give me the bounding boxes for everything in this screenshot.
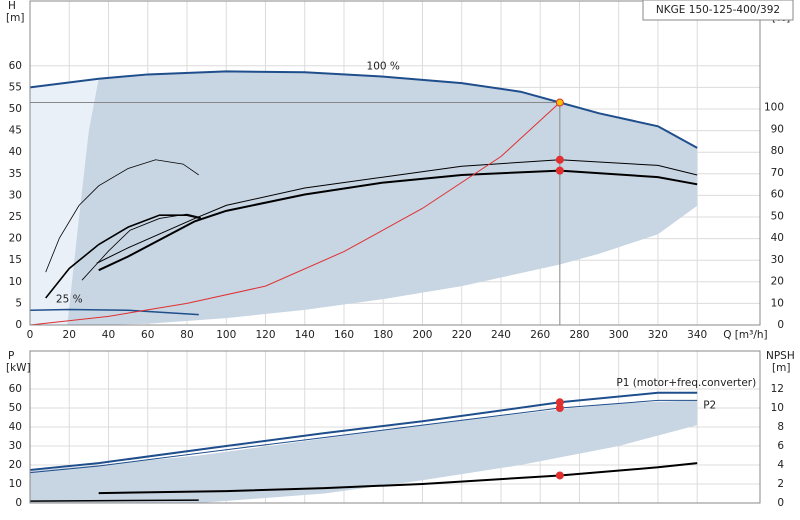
y-tick-label: 60 — [9, 60, 22, 72]
curve-label: 25 % — [56, 293, 83, 305]
y-tick-label: 20 — [9, 459, 22, 471]
y2-tick-label: 10 — [771, 297, 784, 309]
x-tick-label: 320 — [648, 329, 668, 341]
y2-tick-label: 4 — [777, 459, 784, 471]
y-tick-label: 40 — [9, 421, 22, 433]
curve-label: 100 % — [367, 61, 400, 73]
y-tick-label: 55 — [9, 81, 22, 93]
y2-tick-label: 12 — [771, 383, 784, 395]
title-box — [642, 0, 794, 21]
plot-frame — [29, 0, 761, 326]
y-tick-label: 35 — [9, 168, 22, 180]
x-tick-label: 340 — [687, 329, 707, 341]
curve — [98, 169, 698, 272]
y-tick-label: 50 — [9, 103, 22, 115]
y-tick-label: 15 — [9, 254, 22, 266]
y2-tick-label: 0 — [777, 319, 784, 331]
y-tick-label: 30 — [9, 440, 22, 452]
y-tick-label: 50 — [9, 402, 22, 414]
x-tick-label: 80 — [180, 329, 193, 341]
x-tick-label: 240 — [491, 329, 511, 341]
curve — [96, 159, 698, 264]
y2-tick-label: 2 — [777, 478, 784, 490]
curve — [29, 499, 199, 502]
y2-axis-label: NPSH — [766, 350, 795, 362]
curve — [29, 391, 698, 471]
y-tick-label: 10 — [9, 478, 22, 490]
y2-tick-label: 20 — [771, 276, 784, 288]
x-tick-label: 100 — [216, 329, 236, 341]
x-tick-label: 220 — [452, 329, 472, 341]
operating-point — [555, 98, 564, 107]
curve-label: P2 — [703, 399, 716, 411]
curve — [29, 399, 698, 474]
curve — [45, 214, 201, 299]
x-tick-label: 280 — [569, 329, 589, 341]
x-tick-label: 120 — [255, 329, 275, 341]
operating-point — [555, 166, 564, 175]
y-axis-unit: [kW] — [6, 362, 31, 374]
x-tick-label: 0 — [27, 329, 34, 341]
envelope-area — [67, 71, 698, 325]
y-tick-label: 20 — [9, 233, 22, 245]
y-tick-label: 25 — [9, 211, 22, 223]
x-axis-label: Q [m³/h] — [723, 329, 767, 341]
y-tick-label: 0 — [15, 497, 22, 509]
y2-tick-label: 10 — [771, 402, 784, 414]
operating-point — [555, 471, 564, 480]
y2-tick-label: 6 — [777, 440, 784, 452]
x-tick-label: 160 — [334, 329, 354, 341]
operating-point — [555, 155, 564, 164]
y-tick-label: 60 — [9, 383, 22, 395]
curve — [29, 308, 199, 316]
y2-tick-label: 90 — [771, 123, 784, 135]
y2-tick-label: 60 — [771, 189, 784, 201]
y-axis-unit: [m] — [6, 12, 24, 24]
y2-tick-label: 40 — [771, 232, 784, 244]
y-tick-label: 5 — [15, 297, 22, 309]
y-tick-label: 10 — [9, 276, 22, 288]
operating-point — [555, 404, 564, 412]
x-tick-label: 300 — [609, 329, 629, 341]
y2-tick-label: 30 — [771, 254, 784, 266]
y2-tick-label: 70 — [771, 167, 784, 179]
curve — [29, 102, 561, 326]
x-tick-label: 180 — [373, 329, 393, 341]
y2-tick-label: 80 — [771, 145, 784, 157]
x-tick-label: 60 — [141, 329, 154, 341]
curve-label: P1 (motor+freq.converter) — [616, 377, 756, 389]
y-tick-label: 45 — [9, 125, 22, 137]
y-axis-label: P — [8, 350, 14, 362]
y2-tick-label: 50 — [771, 210, 784, 222]
y-axis-label: H — [8, 0, 16, 12]
x-tick-label: 40 — [102, 329, 115, 341]
x-tick-label: 20 — [63, 329, 76, 341]
envelope-area — [30, 400, 698, 503]
curve — [98, 462, 698, 495]
y-tick-label: 0 — [15, 319, 22, 331]
chart-title: NKGE 150-125-400/392 — [656, 4, 780, 16]
x-tick-label: 140 — [295, 329, 315, 341]
y2-axis-unit: [m] — [772, 362, 790, 374]
x-tick-label: 200 — [412, 329, 432, 341]
curve — [29, 70, 698, 149]
y-tick-label: 30 — [9, 189, 22, 201]
y2-tick-label: 0 — [777, 497, 784, 509]
y2-tick-label: 8 — [777, 421, 784, 433]
curve — [81, 213, 201, 281]
curve — [45, 159, 199, 273]
plot-frame — [29, 350, 761, 504]
x-tick-label: 260 — [530, 329, 550, 341]
y2-tick-label: 100 — [764, 102, 784, 114]
y-tick-label: 40 — [9, 146, 22, 158]
